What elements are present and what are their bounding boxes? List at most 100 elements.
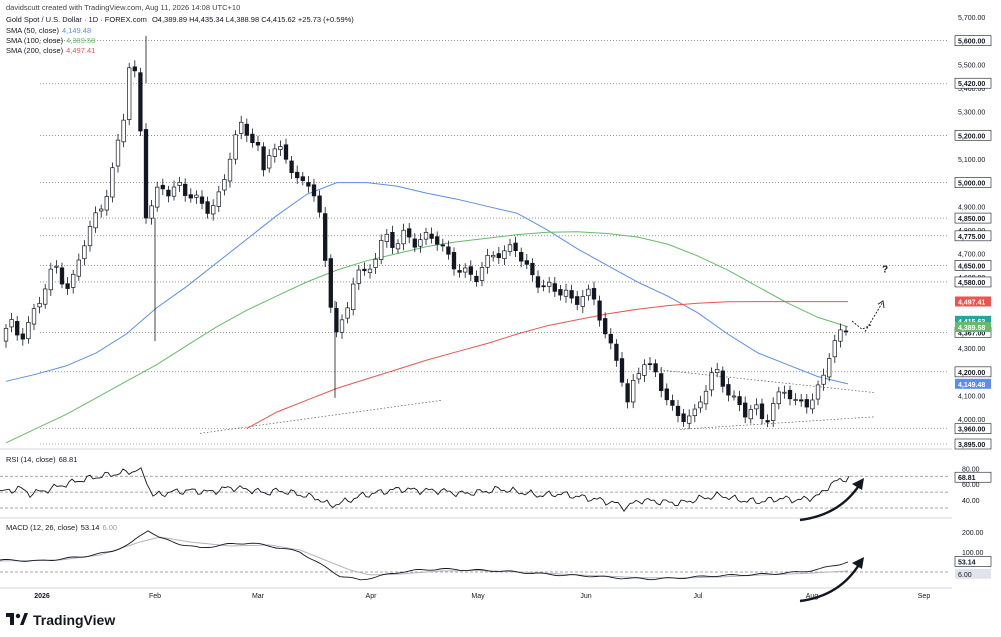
candle-body xyxy=(787,389,793,400)
candle-body xyxy=(603,318,608,335)
candle-body xyxy=(367,268,373,273)
symbol-header[interactable]: Gold Spot / U.S. Dollar · 1D · FOREX.com… xyxy=(6,15,354,24)
candle-body xyxy=(591,288,597,300)
macd-value: 53.14 xyxy=(80,523,100,532)
rsi-badge-label: 68.81 xyxy=(958,475,976,482)
candle-body xyxy=(642,364,647,376)
brand-name: TradingView xyxy=(33,612,116,628)
candle-body xyxy=(356,269,361,284)
candle-body xyxy=(412,238,417,248)
macd-legend[interactable]: MACD (12, 26, close) 53.14 6.00 xyxy=(6,523,118,532)
candle-body xyxy=(563,289,569,297)
trend-line xyxy=(659,369,876,394)
candle-body xyxy=(278,146,283,151)
candle-body xyxy=(485,255,490,268)
time-tick-label: Feb xyxy=(149,593,161,600)
time-tick-label: May xyxy=(471,593,485,600)
candle-body xyxy=(558,289,563,296)
macd-badge-label: 53.14 xyxy=(958,559,976,566)
candle-body xyxy=(395,243,401,250)
time-tick-label: Jun xyxy=(580,593,591,600)
candle-body xyxy=(759,403,765,420)
price-tick-label: 4,900.00 xyxy=(958,204,985,211)
candle-body xyxy=(289,160,294,173)
price-badge-label: 4,149.48 xyxy=(958,382,985,389)
price-tick-label: 5,300.00 xyxy=(958,110,985,117)
time-tick-label: 2026 xyxy=(34,593,50,600)
projection-arrow xyxy=(864,303,883,332)
candle-body xyxy=(211,205,216,215)
sma200-legend[interactable]: SMA (200, close) 4,497.41 xyxy=(6,46,96,55)
candle-body xyxy=(737,396,742,406)
candle-body xyxy=(631,379,636,403)
candle-body xyxy=(625,383,630,403)
level-label: 3,960.00 xyxy=(958,427,985,434)
candle-body xyxy=(619,358,625,383)
candle-body xyxy=(776,391,781,405)
candle-body xyxy=(149,205,154,219)
level-label: 4,775.00 xyxy=(958,234,985,241)
price-tick-label: 4,700.00 xyxy=(958,252,985,259)
level-label-box xyxy=(954,77,992,89)
candle-body xyxy=(3,327,9,342)
candle-body xyxy=(771,403,776,421)
candle-body xyxy=(127,67,132,120)
candle-body xyxy=(418,239,423,247)
candle-body xyxy=(440,244,445,247)
candle-body xyxy=(227,158,233,182)
level-label-box xyxy=(954,230,992,242)
candle-body xyxy=(765,420,770,423)
candle-body xyxy=(843,330,849,333)
candle-body xyxy=(597,300,602,321)
candle-body xyxy=(71,273,76,288)
candle-body xyxy=(429,233,434,239)
candle-body xyxy=(524,260,529,265)
candle-body xyxy=(586,288,591,297)
candle-body xyxy=(832,340,837,358)
tradingview-brand[interactable]: TradingView xyxy=(6,612,115,628)
candle-body xyxy=(547,281,552,287)
candle-body xyxy=(698,401,703,409)
candle-body xyxy=(239,121,244,134)
level-label-box xyxy=(954,260,992,271)
price-badge xyxy=(955,321,991,332)
level-label: 4,650.00 xyxy=(958,263,985,270)
sma100-legend[interactable]: SMA (100, close) 4,389.58 xyxy=(6,36,96,45)
candle-body xyxy=(199,196,205,204)
candle-body xyxy=(541,285,546,288)
sma50-legend[interactable]: SMA (50, close) 4,149.48 xyxy=(6,26,92,35)
candle-body xyxy=(31,308,37,325)
rsi-legend[interactable]: RSI (14, close) 68.81 xyxy=(6,455,78,464)
rsi-value: 68.81 xyxy=(58,455,78,464)
candle-body xyxy=(104,196,109,211)
candle-body xyxy=(110,167,115,198)
candle-body xyxy=(664,388,669,401)
price-badge xyxy=(955,296,991,307)
candle-body xyxy=(507,244,513,252)
candle-body xyxy=(99,208,104,212)
sma-line xyxy=(5,182,849,385)
candle-body xyxy=(670,400,675,406)
candle-body xyxy=(188,194,193,199)
rsi-line xyxy=(0,467,850,513)
macd-signal-badge xyxy=(955,568,991,579)
candle-body xyxy=(166,189,171,197)
candle-body xyxy=(535,276,541,288)
candle-body xyxy=(709,372,714,391)
macd-signal-badge-label: 6.00 xyxy=(958,572,972,579)
candle-body xyxy=(827,358,832,378)
price-badge-label: 4,497.41 xyxy=(958,299,985,306)
candle-body xyxy=(272,148,277,157)
candle-body xyxy=(323,213,328,261)
candle-body xyxy=(675,405,681,416)
candle-body xyxy=(474,275,479,283)
price-tick-label: 5,100.00 xyxy=(958,157,985,164)
sma-line xyxy=(5,231,849,444)
projection-arrow xyxy=(851,320,873,330)
price-tick-label: 5,400.00 xyxy=(958,86,985,93)
level-label-box xyxy=(954,212,992,224)
price-badge xyxy=(955,378,991,389)
candle-body xyxy=(216,191,221,207)
candle-body xyxy=(502,250,507,259)
